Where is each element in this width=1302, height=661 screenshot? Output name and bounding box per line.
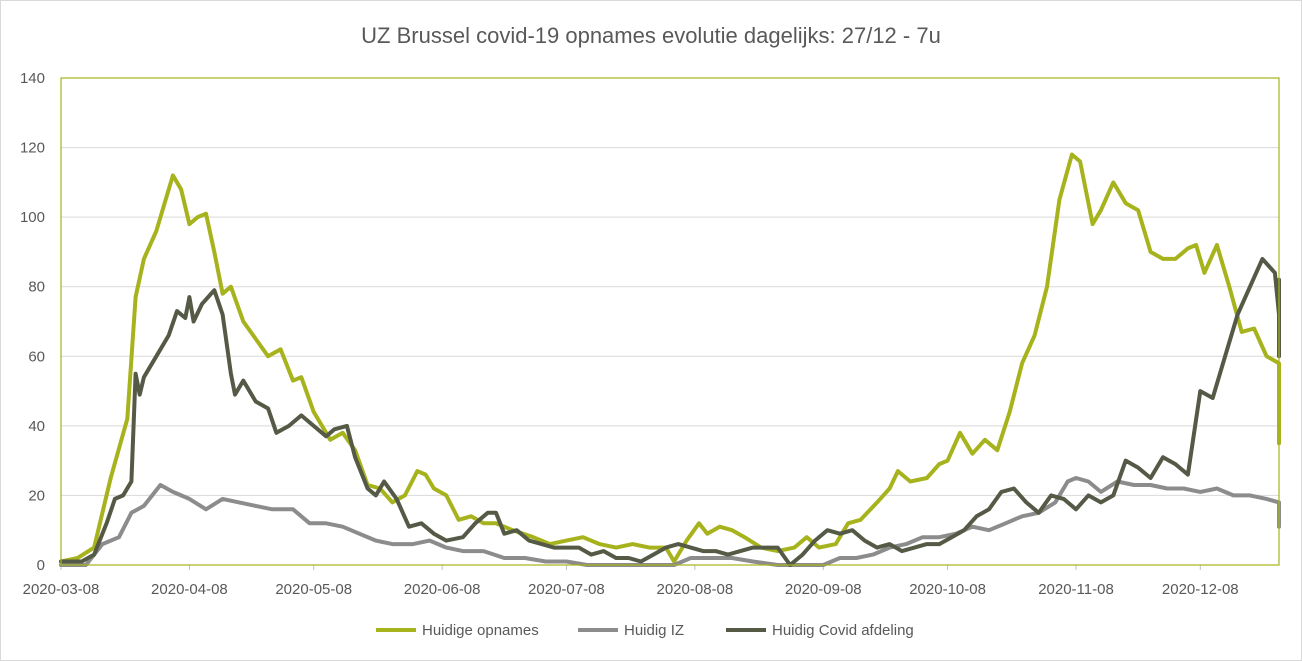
y-tick-label: 120: [20, 140, 45, 157]
legend: Huidige opnames Huidig IZ Huidig Covid afd…: [376, 622, 914, 639]
legend-label-2: Huidig IZ: [624, 622, 684, 639]
y-axis-ticks: 0 20 40 60 80 100 120 140: [20, 70, 45, 574]
x-tick-label: 2020-06-08: [404, 581, 481, 598]
series-line-1: [59, 152, 1281, 564]
x-tick-label: 2020-12-08: [1162, 581, 1239, 598]
y-tick-label: 80: [28, 279, 45, 296]
series-lines: [59, 152, 1281, 567]
x-tick-label: 2020-08-08: [656, 581, 733, 598]
x-tick-label: 2020-03-08: [23, 581, 100, 598]
chart-title: UZ Brussel covid-19 opnames evolutie dag…: [361, 23, 941, 48]
series-line-3: [59, 256, 1281, 567]
grid-lines: [61, 147, 1279, 496]
y-tick-label: 60: [28, 348, 45, 365]
legend-label-1: Huidige opnames: [422, 622, 539, 639]
legend-label-3: Huidig Covid afdeling: [772, 622, 914, 639]
series-line-2: [59, 476, 1281, 567]
y-tick-label: 100: [20, 209, 45, 226]
x-tick-label: 2020-10-08: [909, 581, 986, 598]
y-tick-label: 20: [28, 487, 45, 504]
y-tick-label: 40: [28, 418, 45, 435]
x-tick-label: 2020-04-08: [151, 581, 228, 598]
plot-area-border: [60, 77, 1280, 566]
y-tick-label: 140: [20, 70, 45, 87]
y-tick-label: 0: [37, 557, 45, 574]
x-tick-label: 2020-07-08: [528, 581, 605, 598]
x-tick-label: 2020-05-08: [275, 581, 352, 598]
x-tick-label: 2020-11-08: [1038, 581, 1114, 598]
x-axis-ticks: 2020-03-08 2020-04-08 2020-05-08 2020-06-08…: [23, 565, 1239, 598]
x-tick-label: 2020-09-08: [785, 581, 862, 598]
